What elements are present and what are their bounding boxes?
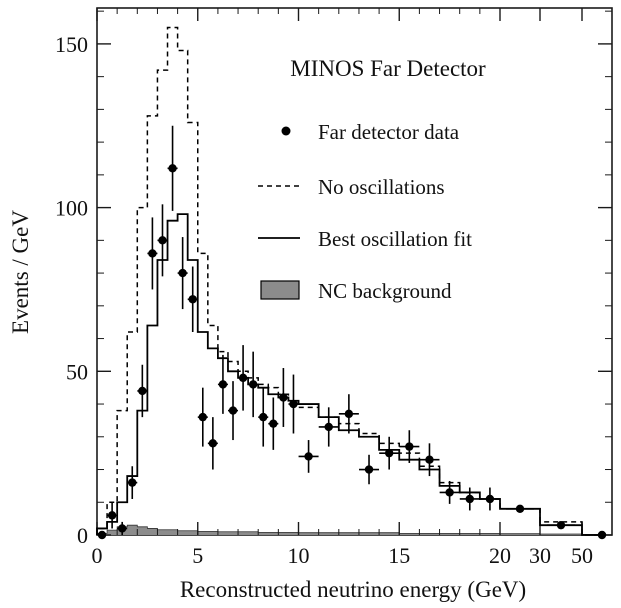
data-point — [556, 520, 566, 530]
x-tick-label: 5 — [192, 543, 203, 568]
data-point — [117, 524, 127, 533]
data-point — [465, 494, 474, 504]
y-tick-label: 0 — [77, 523, 88, 548]
data-point — [597, 530, 607, 540]
legend: Far detector data No oscillations Best o… — [258, 120, 472, 303]
legend-label-data: Far detector data — [318, 120, 460, 144]
data-point — [178, 268, 187, 278]
data-point — [218, 380, 228, 389]
data-point — [289, 399, 298, 409]
data-point — [107, 511, 117, 520]
data-point — [97, 530, 107, 540]
x-tick-label: 15 — [388, 543, 410, 568]
legend-marker-nc-background — [260, 280, 300, 300]
data-point — [168, 164, 177, 173]
legend-marker-data — [281, 126, 291, 136]
y-axis-label: Events / GeV — [8, 210, 33, 334]
data-point — [364, 465, 374, 474]
data-point — [188, 295, 197, 304]
best-fit-line — [96, 213, 602, 536]
x-tick-label: 0 — [92, 543, 103, 568]
x-tick-label: 10 — [288, 543, 310, 568]
best-fit-histogram — [96, 213, 602, 536]
far-detector-data-points — [97, 125, 607, 540]
data-point — [259, 412, 268, 422]
data-point — [304, 452, 313, 461]
data-point — [269, 419, 278, 428]
data-point — [208, 439, 218, 448]
x-tick-label: 30 — [529, 543, 551, 568]
legend-label-best-fit: Best oscillation fit — [318, 227, 472, 251]
chart-title: MINOS Far Detector — [290, 56, 486, 81]
data-point — [128, 478, 137, 487]
data-point — [324, 422, 333, 432]
data-point — [238, 373, 248, 383]
data-point — [344, 409, 354, 419]
data-point — [148, 249, 157, 258]
x-tick-label: 20 — [489, 543, 511, 568]
data-point — [384, 448, 394, 458]
nc-background-area — [96, 524, 603, 535]
x-tick-label: 50 — [571, 543, 593, 568]
x-axis-label: Reconstructed neutrino energy (GeV) — [180, 577, 526, 602]
y-tick-label: 150 — [55, 32, 88, 57]
data-point — [228, 406, 238, 415]
nc-background-fill — [96, 524, 603, 535]
data-point — [198, 412, 207, 422]
data-point — [485, 494, 495, 504]
legend-label-nc-background: NC background — [318, 279, 452, 303]
legend-label-no-oscillations: No oscillations — [318, 175, 445, 199]
data-point — [158, 236, 167, 245]
data-point — [515, 504, 525, 514]
y-tick-label: 50 — [66, 359, 88, 384]
y-tick-label: 100 — [55, 196, 88, 221]
data-point — [445, 488, 454, 497]
plot-frame — [96, 7, 613, 536]
data-point — [425, 455, 434, 464]
data-point — [248, 380, 258, 389]
axis-ticks: 0 5 10 15 20 30 50 0 50 100 150 — [55, 8, 612, 568]
data-point — [405, 442, 414, 451]
data-point — [138, 386, 147, 396]
data-point — [279, 393, 288, 402]
